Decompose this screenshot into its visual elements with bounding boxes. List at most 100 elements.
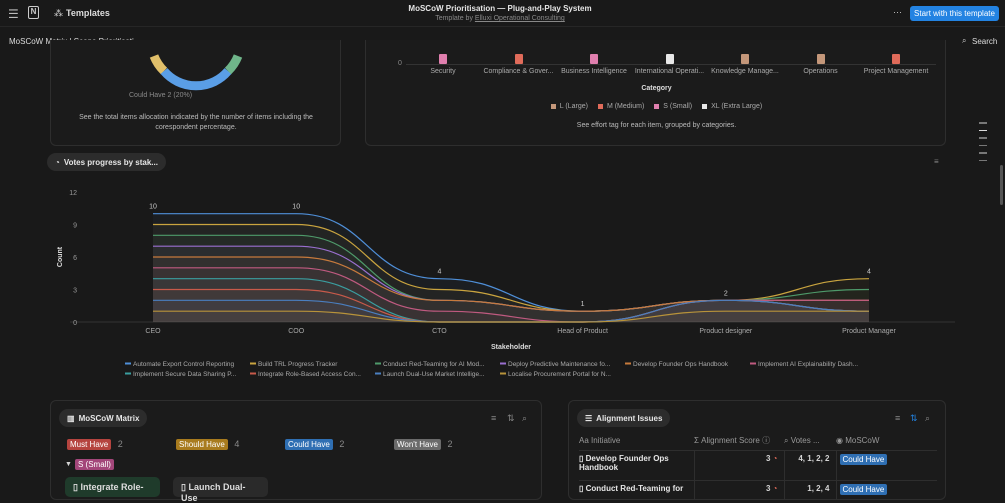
- notion-logo-icon[interactable]: N: [28, 6, 39, 19]
- alignment-issues-card: ☰ Alignment Issues ≡ ⇅ ⌕ Aa Initiative Σ …: [568, 400, 946, 500]
- legend-item: Automate Export Control Reporting: [133, 361, 235, 368]
- initiative-cell[interactable]: ▯ Develop Founder Ops Handbook: [579, 450, 695, 480]
- moscow-cell[interactable]: Could Have: [836, 480, 937, 500]
- column-alignment-score[interactable]: Σ Alignment Score ⓘ: [694, 436, 771, 446]
- x-tick-label: Head of Product: [557, 328, 608, 335]
- group-tag: Must Have: [67, 439, 112, 450]
- sort-icon[interactable]: ⇅: [910, 413, 918, 423]
- progress-ring-icon: ◔: [772, 483, 778, 493]
- legend-swatch: [550, 104, 556, 109]
- collapse-icon[interactable]: ▼: [65, 461, 72, 468]
- data-label: 2: [724, 290, 728, 297]
- moscow-group-header[interactable]: Could Have 2: [285, 439, 344, 450]
- series-area: [153, 267, 869, 322]
- donut-label: Could Have 2 (20%): [129, 92, 193, 99]
- x-tick-label: COO: [288, 328, 305, 335]
- series-area: [153, 224, 869, 322]
- templates-link[interactable]: Templates: [66, 8, 110, 18]
- board-card[interactable]: ▯ Integrate Role-: [65, 477, 160, 497]
- moscow-cell[interactable]: Could Have: [836, 450, 937, 480]
- card-title: Integrate Role-: [80, 482, 144, 492]
- menu-icon[interactable]: ☰: [8, 7, 19, 21]
- effort-bar: [590, 54, 598, 64]
- alignment-title: Alignment Issues: [596, 413, 663, 423]
- matrix-view-tab[interactable]: ▥ MoSCoW Matrix: [59, 409, 148, 427]
- x-axis-label: Category: [641, 85, 672, 92]
- votes-view-tab[interactable]: ◔ Votes progress by stak...: [47, 153, 166, 171]
- author-link[interactable]: Elluxi Operational Consulting: [474, 15, 565, 22]
- column-votes[interactable]: ⌕ Votes ...: [784, 435, 820, 445]
- search-icon[interactable]: ⌕: [962, 36, 967, 45]
- search-icon[interactable]: ⌕: [522, 413, 528, 423]
- top-bar: ☰ N ⁂ Templates MoSCoW Prioritisation — …: [0, 0, 1005, 27]
- x-tick-label: Product designer: [699, 328, 753, 335]
- alignment-view-tab[interactable]: ☰ Alignment Issues: [577, 409, 671, 427]
- moscow-group-header[interactable]: Should Have 4: [176, 439, 239, 450]
- donut-card: Could Have 2 (20%) See the total items a…: [50, 40, 341, 146]
- filter-icon[interactable]: ≡: [895, 413, 901, 423]
- legend-item: Integrate Role-Based Access Con...: [258, 371, 361, 378]
- category-tick-label: Compliance & Gover...: [483, 68, 554, 75]
- data-label: 10: [149, 204, 157, 211]
- filter-icon[interactable]: ≡: [934, 157, 939, 166]
- series-area: [153, 278, 869, 322]
- legend-item[interactable]: S (Small): [654, 103, 692, 110]
- effort-bar: [892, 54, 900, 64]
- effort-bar: [665, 54, 674, 64]
- effort-card: 0 Security Compliance & Gover... Business …: [365, 40, 946, 146]
- page-outline[interactable]: [979, 122, 987, 161]
- table-row[interactable]: ▯ Conduct Red-Teaming for 3 ◔ 1, 2, 4 Co…: [579, 480, 937, 500]
- card-title: Launch Dual-Use: [181, 482, 246, 503]
- subgroup-tag[interactable]: S (Small): [75, 459, 114, 470]
- series-line: [153, 310, 869, 323]
- category-tick-label: International Operati...: [634, 68, 705, 75]
- effort-caption: See effort tag for each item, grouped by…: [576, 122, 737, 129]
- data-label: 4: [437, 269, 441, 276]
- initiative-cell[interactable]: ▯ Conduct Red-Teaming for: [579, 480, 695, 500]
- series-area: [153, 311, 869, 322]
- search-button[interactable]: Search: [972, 37, 998, 46]
- sort-icon[interactable]: ⇅: [507, 413, 515, 423]
- legend-item[interactable]: M (Medium): [597, 103, 644, 110]
- legend-swatch: [654, 104, 660, 109]
- votes-cell: 4, 1, 2, 2: [784, 450, 837, 480]
- alignment-table: Aa Initiative Σ Alignment Score ⓘ ⌕ Vote…: [579, 432, 937, 500]
- category-tick-label: Operations: [803, 68, 838, 75]
- more-button[interactable]: ···: [893, 7, 902, 17]
- x-axis-label: Stakeholder: [491, 344, 531, 351]
- table-row[interactable]: ▯ Develop Founder Ops Handbook 3 ◔ 4, 1,…: [579, 450, 937, 480]
- effort-bar: [741, 54, 749, 64]
- baseline: [406, 64, 936, 65]
- y-tick-label: 3: [73, 288, 77, 295]
- legend-item[interactable]: L (Large): [550, 103, 588, 110]
- moscow-group-header[interactable]: Won't Have 2: [394, 439, 452, 450]
- table-header: Aa Initiative Σ Alignment Score ⓘ ⌕ Vote…: [579, 432, 937, 450]
- page-icon: ▯: [181, 482, 189, 492]
- legend-item: Build TRL Progress Tracker: [258, 361, 338, 368]
- legend-item: Implement Secure Data Sharing P...: [133, 371, 236, 378]
- data-label: 1: [581, 301, 585, 308]
- category-tick-label: Security: [430, 68, 456, 75]
- scrollbar[interactable]: [1000, 165, 1003, 205]
- effort-bar: [816, 54, 825, 64]
- legend-item: Develop Founder Ops Handbook: [633, 361, 729, 368]
- legend-item[interactable]: XL (Extra Large): [702, 103, 762, 110]
- data-label: 4: [867, 269, 871, 276]
- donut-slice-wont-have: [224, 54, 243, 75]
- series-area: [153, 289, 869, 322]
- board-card[interactable]: ▯ Launch Dual-Use: [173, 477, 268, 503]
- group-count: 2: [447, 439, 453, 449]
- search-icon[interactable]: ⌕: [925, 413, 931, 423]
- column-moscow[interactable]: ◉ MoSCoW: [836, 436, 880, 446]
- legend-item: Deploy Predictive Maintenance fo...: [508, 361, 610, 368]
- chart-icon: ◔: [55, 157, 60, 167]
- moscow-group-header[interactable]: Must Have 2: [67, 439, 123, 450]
- filter-icon[interactable]: ≡: [491, 413, 497, 423]
- byline-prefix: Template by: [435, 15, 473, 22]
- group-tag: Should Have: [176, 439, 228, 450]
- series-area: [153, 257, 869, 322]
- column-initiative[interactable]: Aa Initiative: [579, 436, 621, 446]
- start-template-button[interactable]: Start with this template: [910, 6, 999, 21]
- series-area: [153, 213, 869, 322]
- moscow-tag: Could Have: [839, 453, 888, 465]
